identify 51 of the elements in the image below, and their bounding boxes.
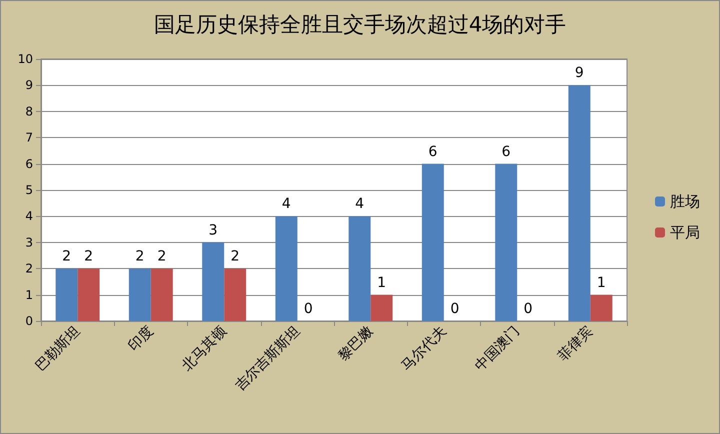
data-label: 2 <box>135 248 144 265</box>
bar <box>422 164 444 321</box>
y-tick-label: 8 <box>25 104 33 118</box>
bar <box>568 85 590 321</box>
y-tick-label: 5 <box>25 183 33 197</box>
chart-title: 国足历史保持全胜且交手场次超过4场的对手 <box>154 12 566 36</box>
data-label: 9 <box>574 65 584 82</box>
bar <box>78 268 100 321</box>
data-label: 1 <box>377 274 386 291</box>
data-label: 2 <box>84 248 94 265</box>
bar <box>370 294 393 321</box>
data-label: 1 <box>596 274 606 291</box>
data-label: 2 <box>62 248 72 265</box>
y-tick-label: 10 <box>18 52 33 66</box>
x-tick-label: 印度 <box>125 323 157 354</box>
y-tick-label: 9 <box>25 78 33 92</box>
bar <box>495 164 518 321</box>
x-tick-label: 吉尔吉斯斯坦 <box>232 323 304 394</box>
y-tick-label: 6 <box>25 156 33 171</box>
y-tick-label: 0 <box>25 314 33 328</box>
bar <box>56 268 78 321</box>
data-label: 0 <box>524 301 533 317</box>
y-tick-label: 4 <box>25 209 33 224</box>
bar <box>128 268 151 321</box>
data-label: 2 <box>230 248 240 265</box>
bar <box>202 242 224 321</box>
bar <box>275 216 298 321</box>
x-tick-label: 中国澳门 <box>472 323 523 374</box>
y-tick-label: 3 <box>25 235 33 250</box>
x-tick-label: 巴勒斯坦 <box>32 323 84 374</box>
bar <box>150 268 173 321</box>
data-label: 6 <box>502 144 511 160</box>
legend-label: 平局 <box>670 224 700 242</box>
x-tick-label: 马尔代夫 <box>398 323 450 374</box>
data-label: 2 <box>157 248 166 265</box>
legend-label: 胜场 <box>670 192 700 210</box>
data-label: 0 <box>450 301 460 317</box>
data-label: 6 <box>428 144 438 160</box>
bar <box>348 216 371 321</box>
x-tick-label: 菲律宾 <box>555 323 596 364</box>
data-label: 3 <box>208 222 218 238</box>
y-tick-label: 1 <box>25 288 33 302</box>
data-label: 4 <box>355 196 364 212</box>
y-tick-label: 2 <box>25 262 33 276</box>
data-label: 4 <box>282 196 291 212</box>
bar <box>224 268 246 321</box>
data-label: 0 <box>304 301 313 317</box>
x-tick-label: 黎巴嫩 <box>335 323 376 364</box>
bar <box>590 294 612 321</box>
y-tick-label: 7 <box>25 130 33 145</box>
x-tick-label: 北马其顿 <box>178 323 230 374</box>
